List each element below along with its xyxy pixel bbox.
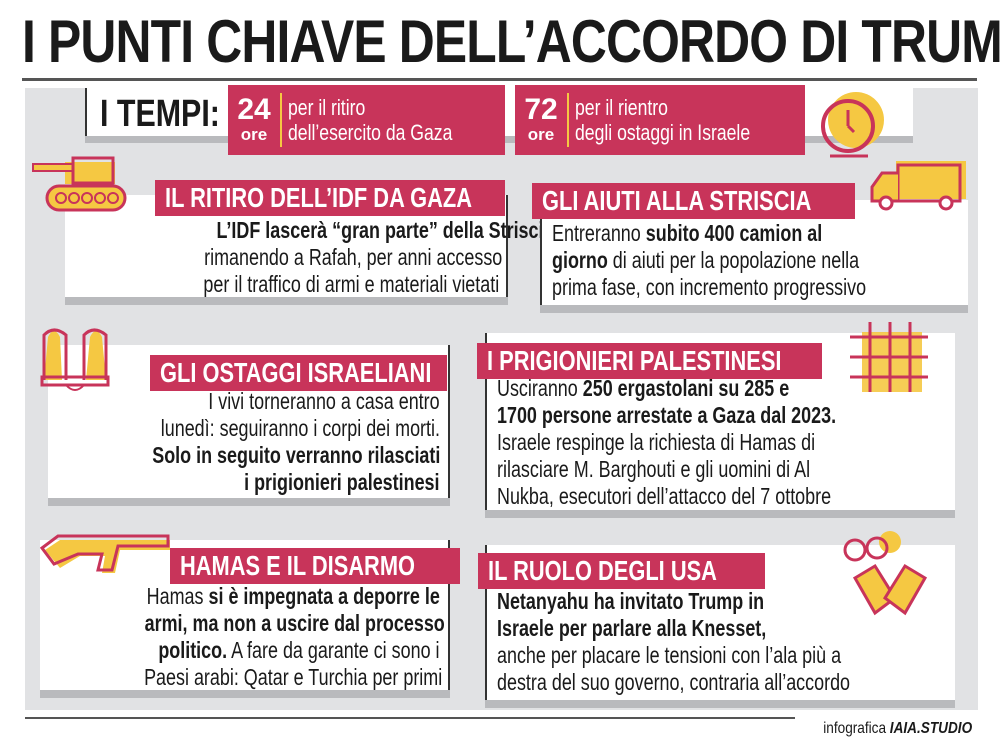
body-line: 1700 persone arrestate a Gaza dal 2023. [497, 402, 937, 429]
body-line: Usciranno 250 ergastolani su 285 e [497, 375, 937, 402]
text: destra del suo governo, contraria all’ac… [497, 669, 851, 695]
body-line: Netanyahu ha invitato Trump in [497, 588, 937, 615]
rifle-icon [40, 534, 170, 573]
handshake-icon [843, 531, 928, 616]
bold-text: L’IDF lascerà “gran parte” della Strisci… [216, 217, 559, 243]
credit: infografica IAIA.STUDIO [823, 720, 972, 737]
body-line: armi, ma non a uscire dal processo [60, 610, 445, 637]
body-line: lunedì: seguiranno i corpi dei morti. [70, 415, 440, 442]
hours-number: 24 [237, 93, 271, 126]
text: Nukba, esecutori dell’attacco del 7 otto… [497, 483, 832, 509]
card-body: Usciranno 250 ergastolani su 285 e 1700 p… [497, 375, 937, 510]
body-line: prima fase, con incremento progressivo [552, 274, 952, 301]
bold-text: si è impegnata a deporre le [208, 583, 440, 609]
text: A fare da garante ci sono i [227, 637, 440, 663]
bold-text: Solo in seguito verranno rilasciati [151, 442, 440, 468]
card-body: Netanyahu ha invitato Trump in Israele pe… [497, 588, 937, 696]
card-title: I PRIGIONIERI PALESTINESI [477, 343, 822, 379]
tempi-label: I TEMPI: [100, 93, 220, 135]
top-divider [22, 78, 977, 81]
body-line: i prigionieri palestinesi [70, 469, 440, 496]
text: lunedì: seguiranno i corpi dei morti. [160, 415, 440, 441]
separator [567, 93, 569, 147]
body-line: giorno di aiuti per la popolazione nella [552, 247, 952, 274]
timeline-desc: per il rientro degli ostaggi in Israele [575, 95, 751, 145]
text: rimanendo a Rafah, per anni accesso [204, 244, 503, 270]
separator [280, 93, 282, 147]
raised-hands-icon [40, 328, 110, 391]
bold-text: giorno [552, 247, 608, 273]
bold-text: politico. [158, 637, 228, 663]
text: prima fase, con incremento progressivo [552, 274, 867, 300]
text: Entreranno [552, 220, 646, 246]
clock-icon [821, 92, 884, 158]
body-line: I vivi torneranno a casa entro [70, 388, 440, 415]
card-body: Hamas si è impegnata a deporre le armi, m… [60, 583, 445, 691]
text: Israele respinge la richiesta di Hamas d… [497, 429, 816, 455]
body-line: rilasciare M. Barghouti e gli uomini di … [497, 456, 937, 483]
body-line: politico. A fare da garante ci sono i [60, 637, 440, 664]
bold-text: i prigionieri palestinesi [244, 469, 440, 495]
text: per il traffico di armi e materiali viet… [203, 271, 500, 297]
text: Paesi arabi: Qatar e Turchia per primi [144, 664, 443, 690]
body-line: per il traffico di armi e materiali viet… [120, 271, 499, 298]
text: di aiuti per la popolazione nella [607, 247, 860, 273]
bold-text: Netanyahu ha invitato Trump in [497, 588, 765, 614]
timeline-72h: 72 ore per il rientro degli ostaggi in Is… [515, 85, 805, 155]
bold-text: 250 ergastolani su 285 e [582, 375, 790, 401]
body-line: Nukba, esecutori dell’attacco del 7 otto… [497, 483, 937, 510]
tank-icon [32, 156, 127, 212]
body-line: rimanendo a Rafah, per anni accesso [120, 244, 502, 271]
text: Hamas [146, 583, 209, 609]
body-line: Israele respinge la richiesta di Hamas d… [497, 429, 937, 456]
body-line: anche per placare le tensioni con l’ala … [497, 642, 937, 669]
body-line: Israele per parlare alla Knesset, [497, 615, 937, 642]
bold-text: Israele per parlare alla Knesset, [497, 615, 767, 641]
body-line: Entreranno subito 400 camion al [552, 220, 952, 247]
body-line: Hamas si è impegnata a deporre le [60, 583, 440, 610]
text: Usciranno [497, 375, 583, 401]
card-body: L’IDF lascerà “gran parte” della Strisci… [120, 217, 558, 298]
text: anche per placare le tensioni con l’ala … [497, 642, 842, 668]
text: rilasciare M. Barghouti e gli uomini di … [497, 456, 811, 482]
bold-text: 1700 persone arrestate a Gaza dal 2023. [497, 402, 837, 428]
hours-unit: ore [527, 125, 555, 144]
card-title: GLI AIUTI ALLA STRISCIA [532, 183, 855, 219]
text: I vivi torneranno a casa entro [208, 388, 440, 414]
timeline-desc: per il ritiro dell’esercito da Gaza [288, 95, 453, 145]
body-line: Solo in seguito verranno rilasciati [70, 442, 440, 469]
card-body: I vivi torneranno a casa entro lunedì: se… [70, 388, 440, 496]
card-title: IL RUOLO DEGLI USA [478, 553, 765, 589]
prison-bars-icon [850, 322, 928, 392]
card-title: HAMAS E IL DISARMO [170, 548, 460, 584]
body-line: destra del suo governo, contraria all’ac… [497, 669, 937, 696]
card-title: IL RITIRO DELL’IDF DA GAZA [155, 180, 505, 216]
bottom-divider [25, 717, 795, 719]
bold-text: subito 400 camion al [645, 220, 823, 246]
body-line: Paesi arabi: Qatar e Turchia per primi [60, 664, 443, 691]
card-body: Entreranno subito 400 camion al giorno di… [552, 220, 952, 301]
card-title: GLI OSTAGGI ISRAELIANI [150, 355, 447, 391]
page-title: I PUNTI CHIAVE DELL’ACCORDO DI TRUMP [22, 8, 1000, 75]
hours-unit: ore [240, 125, 268, 144]
hours-number: 72 [524, 93, 558, 126]
body-line: L’IDF lascerà “gran parte” della Strisci… [120, 217, 558, 244]
timeline-24h: 24 ore per il ritiro dell’esercito da Gaz… [228, 85, 505, 155]
truck-icon [870, 161, 966, 211]
bold-text: armi, ma non a uscire dal processo [144, 610, 445, 636]
